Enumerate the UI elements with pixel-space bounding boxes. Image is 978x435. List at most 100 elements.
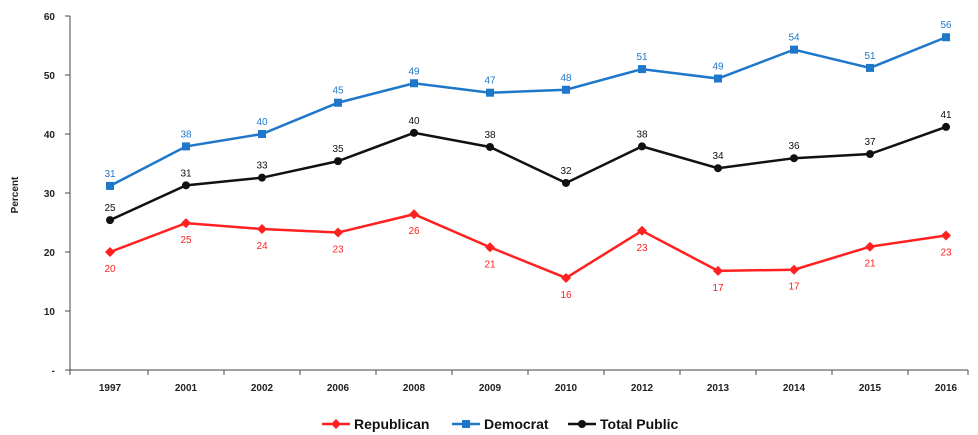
democrat-line <box>109 36 947 188</box>
series-layer: 20 25 24 23 26 21 16 23 17 17 21 23 31 38 40 45 49 47 48 51… <box>104 20 952 301</box>
x-tick-label: 2013 <box>707 383 730 394</box>
axes <box>65 15 969 375</box>
x-tick-label: 2010 <box>555 383 578 394</box>
republican-data-label: 24 <box>256 241 268 252</box>
democrat-data-label: 56 <box>940 20 952 31</box>
total-public-data-label: 38 <box>484 130 496 141</box>
total-public-point <box>562 178 570 187</box>
total-public-point <box>258 173 266 182</box>
republican-data-label: 23 <box>332 245 344 256</box>
democrat-data-label: 47 <box>484 76 496 87</box>
total-public-data-label: 40 <box>408 116 420 127</box>
y-tick-label: 50 <box>44 71 56 82</box>
legend-item-republican: Republican <box>322 416 429 432</box>
x-tick-label: 2016 <box>935 383 958 394</box>
democrat-data-label: 40 <box>256 117 268 128</box>
total-public-data-label: 34 <box>712 151 724 162</box>
total-public-data-label: 33 <box>256 161 268 172</box>
democrat-point <box>562 85 570 94</box>
total-public-point <box>866 150 874 159</box>
republican-point <box>409 209 419 220</box>
democrat-point <box>942 33 950 42</box>
total-public-point <box>334 157 342 166</box>
total-public-point <box>410 128 418 137</box>
y-tick-label: 40 <box>44 130 56 141</box>
legend: Republican Democrat Total Public <box>322 416 679 432</box>
democrat-data-label: 38 <box>180 129 192 140</box>
democrat-point <box>410 79 418 88</box>
series-democrat: 31 38 40 45 49 47 48 51 49 54 51 56 <box>104 20 952 190</box>
total-public-point <box>486 142 494 151</box>
total-public-data-label: 38 <box>636 129 648 140</box>
republican-point <box>941 230 951 241</box>
x-tick-label: 2008 <box>403 383 426 394</box>
legend-label: Total Public <box>600 416 679 432</box>
republican-point <box>485 242 495 253</box>
legend-swatch-marker <box>331 419 341 429</box>
republican-data-label: 21 <box>484 259 496 270</box>
total-public-point <box>714 164 722 173</box>
republican-point <box>865 241 875 252</box>
total-public-data-label: 35 <box>332 144 344 155</box>
x-tick-label: 2001 <box>175 383 198 394</box>
total-public-point <box>182 181 190 190</box>
democrat-data-label: 49 <box>408 66 420 77</box>
y-tick-label: 10 <box>44 307 56 318</box>
legend-label: Republican <box>354 416 429 432</box>
republican-point <box>333 227 343 238</box>
total-public-data-label: 31 <box>180 168 192 179</box>
total-public-point <box>790 154 798 163</box>
democrat-data-label: 45 <box>332 86 344 97</box>
total-public-point <box>942 122 950 131</box>
republican-data-label: 17 <box>712 283 724 294</box>
y-tick-label: 60 <box>44 12 56 23</box>
democrat-point <box>334 98 342 107</box>
total-public-data-label: 32 <box>560 166 572 177</box>
republican-data-label: 21 <box>864 259 876 270</box>
total-public-point <box>638 142 646 151</box>
republican-point <box>561 272 571 283</box>
x-tick-label: 2006 <box>327 383 350 394</box>
democrat-point <box>182 142 190 151</box>
total-public-data-label: 36 <box>788 141 800 152</box>
republican-point <box>181 218 191 229</box>
democrat-point <box>790 45 798 54</box>
republican-data-label: 25 <box>180 235 192 246</box>
legend-item-total-public: Total Public <box>568 416 679 432</box>
republican-data-label: 20 <box>104 264 116 275</box>
republican-data-label: 16 <box>560 290 572 301</box>
democrat-data-label: 54 <box>788 33 800 44</box>
legend-item-democrat: Democrat <box>452 416 549 432</box>
democrat-data-label: 31 <box>104 169 116 180</box>
total-public-data-label: 37 <box>864 137 876 148</box>
democrat-point <box>486 88 494 97</box>
republican-point <box>637 225 647 236</box>
x-tick-label: 1997 <box>99 383 122 394</box>
total-public-line <box>109 125 947 222</box>
democrat-point <box>866 63 874 72</box>
republican-point <box>257 223 267 234</box>
x-tick-label: 2014 <box>783 383 806 394</box>
democrat-point <box>638 65 646 74</box>
total-public-data-label: 41 <box>940 110 952 121</box>
democrat-point <box>714 74 722 83</box>
republican-point <box>789 264 799 275</box>
x-tick-labels: 1997 2001 2002 2006 2008 2009 2010 2012 2013 2014… <box>99 383 958 394</box>
republican-line <box>109 212 947 280</box>
y-tick-label: - <box>52 366 55 377</box>
x-tick-label: 2012 <box>631 383 654 394</box>
y-axis-title-group: Percent <box>10 176 21 213</box>
republican-point <box>105 247 115 257</box>
legend-swatch-marker <box>462 420 470 428</box>
democrat-data-label: 48 <box>560 73 572 84</box>
republican-data-label: 23 <box>940 247 952 258</box>
republican-data-label: 26 <box>408 226 420 237</box>
y-tick-labels: - 10 20 30 40 50 60 <box>44 12 56 377</box>
republican-point <box>713 265 723 276</box>
republican-data-label: 23 <box>636 243 648 254</box>
democrat-data-label: 51 <box>864 51 876 62</box>
total-public-data-label: 25 <box>104 203 116 214</box>
x-tick-label: 2002 <box>251 383 274 394</box>
legend-swatch-marker <box>578 420 586 428</box>
